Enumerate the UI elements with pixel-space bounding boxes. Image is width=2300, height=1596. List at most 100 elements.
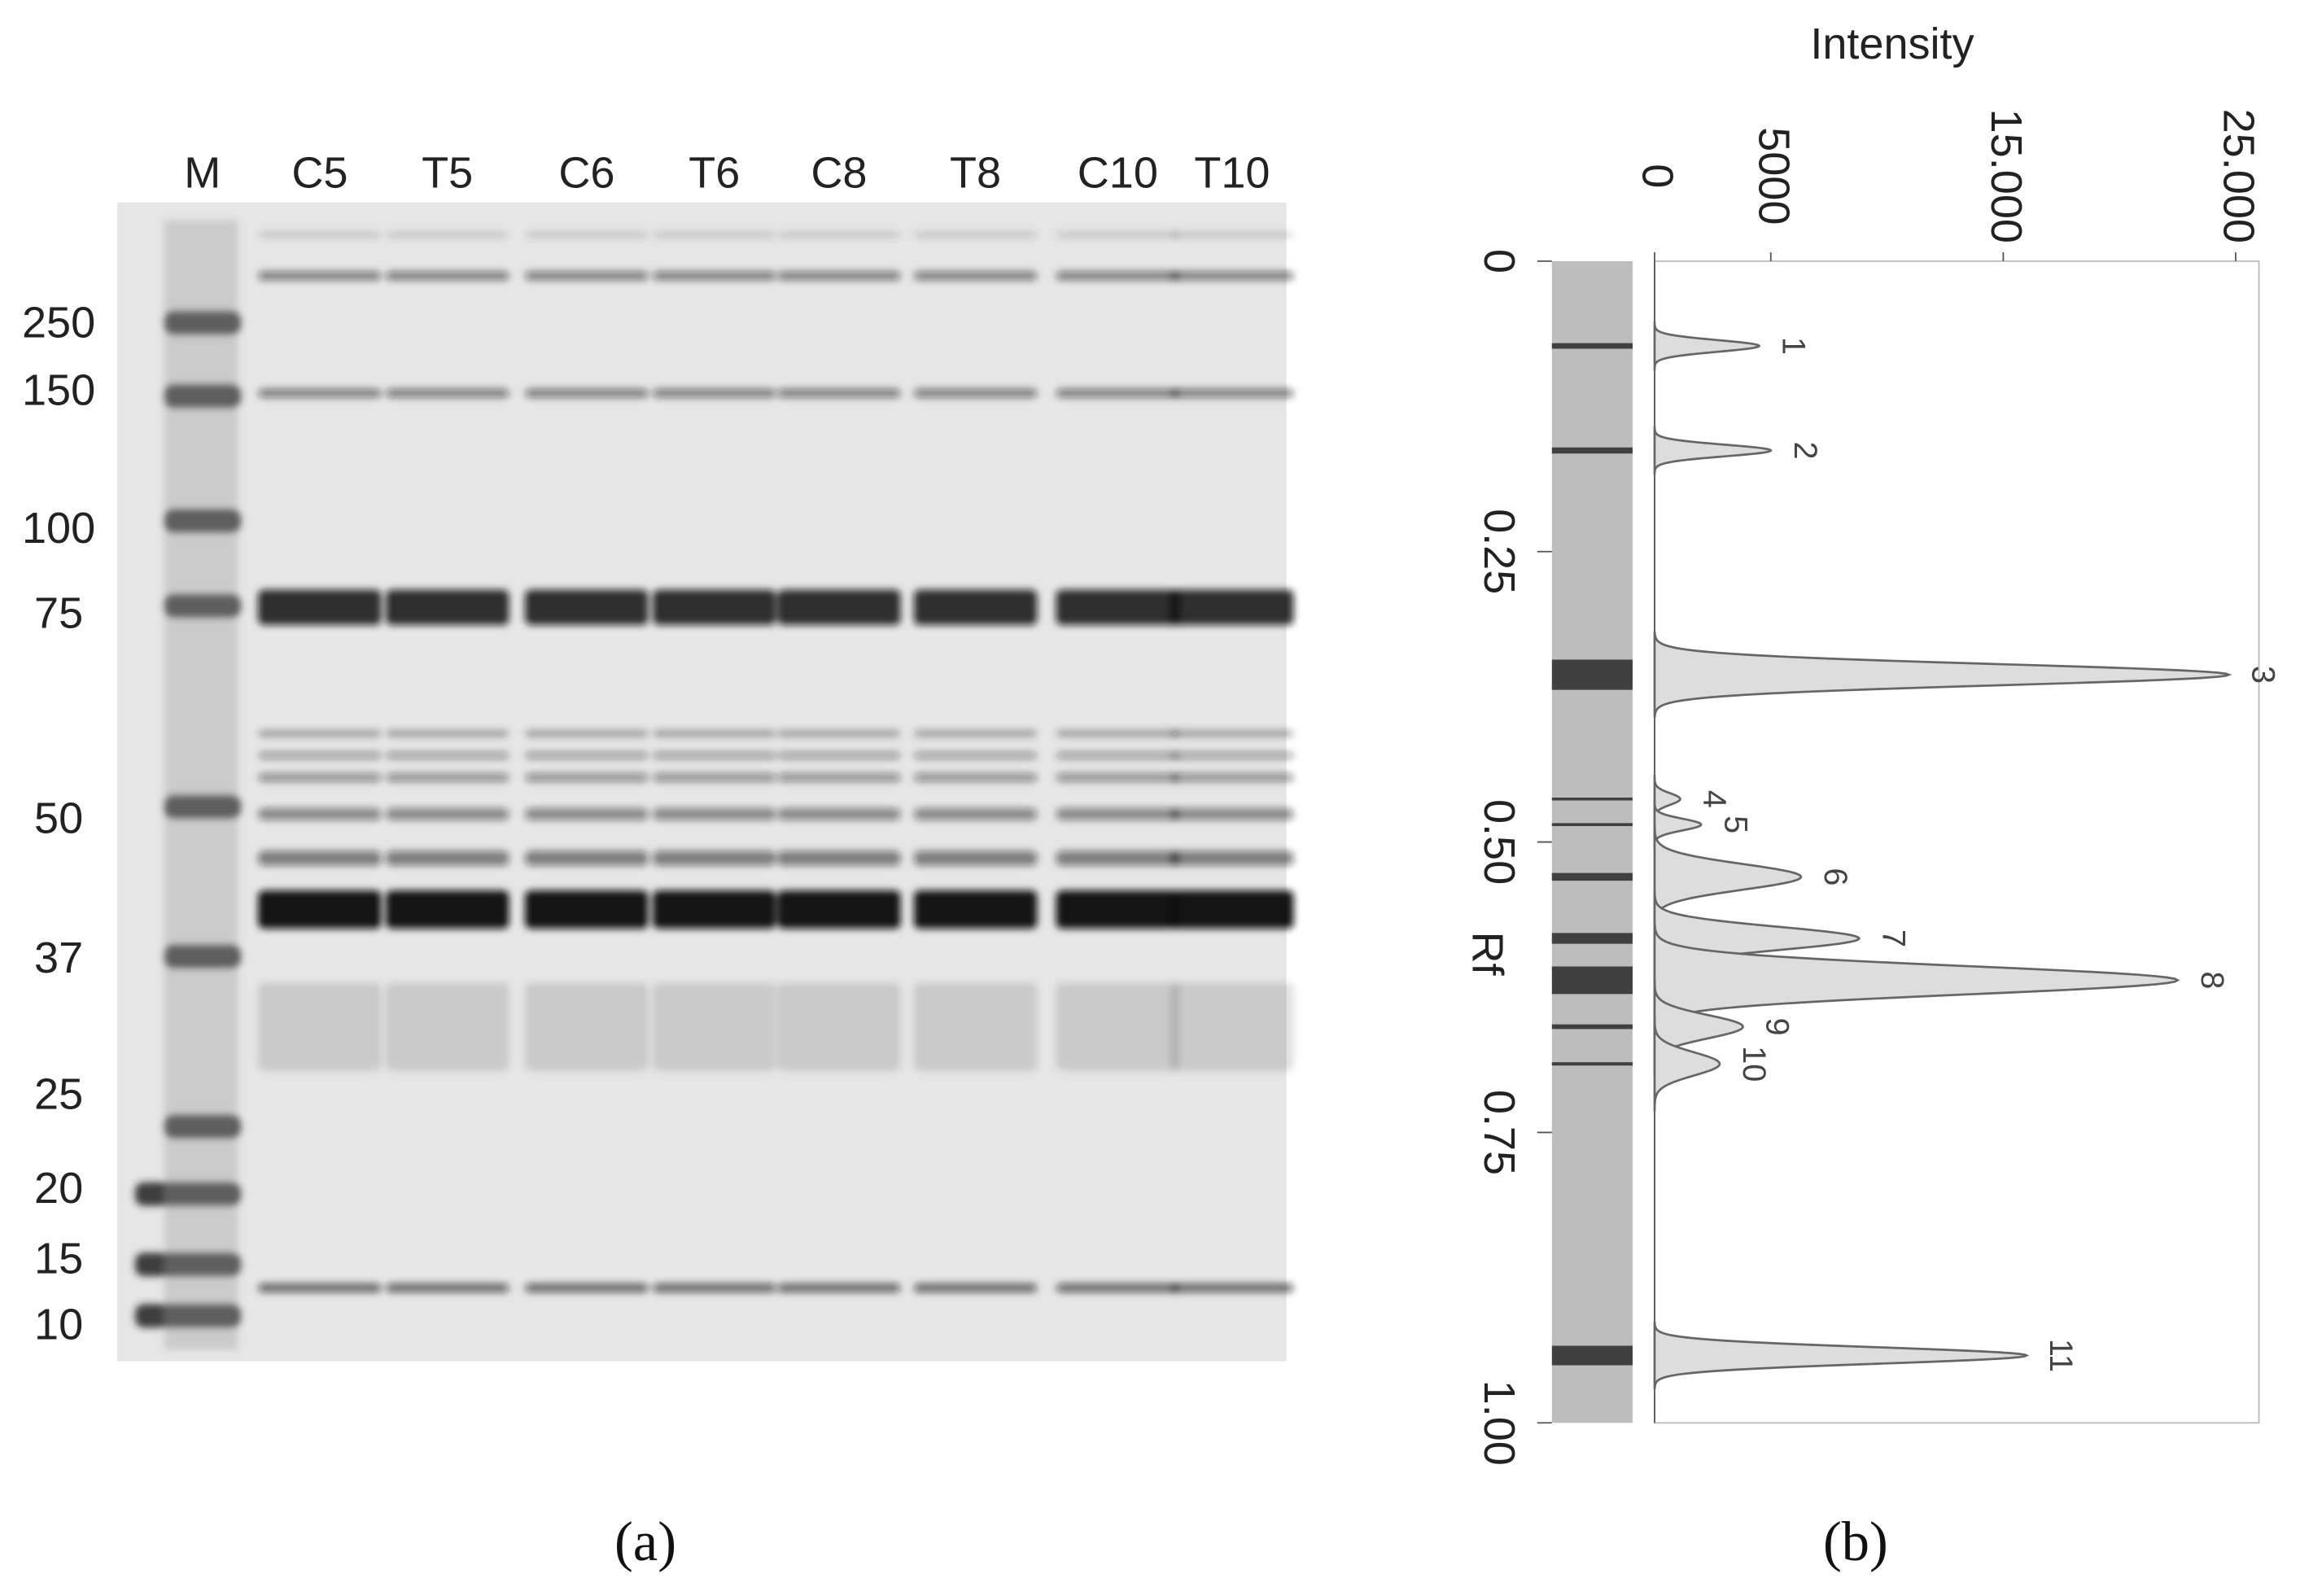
lane-strip	[1551, 260, 1633, 1423]
sample-band	[525, 751, 649, 759]
sample-band	[386, 388, 509, 398]
peak	[1653, 426, 1773, 475]
lane-label: C6	[558, 149, 614, 198]
sample-band	[913, 388, 1038, 398]
y-tick-label: 0	[1633, 164, 1682, 188]
lane-label: T5	[422, 149, 473, 198]
peak	[1653, 1322, 2030, 1389]
mw-label: 250	[22, 298, 95, 347]
sample-band	[777, 751, 901, 759]
x-tick-label: 0.50	[1475, 799, 1524, 885]
sample-band	[386, 1283, 509, 1292]
sample-band	[777, 808, 901, 820]
mw-label: 75	[34, 588, 83, 637]
sample-band	[1056, 1283, 1180, 1292]
sample-band	[653, 890, 776, 929]
peak-label: 8	[2194, 971, 2230, 989]
sample-band	[525, 589, 649, 625]
sample-band	[258, 729, 382, 737]
sample-band	[386, 729, 509, 737]
sample-band	[525, 388, 649, 398]
sample-band	[525, 231, 649, 238]
sample-band	[386, 890, 509, 929]
mw-label: 20	[34, 1164, 83, 1213]
sample-band	[258, 1283, 382, 1292]
sample-band	[258, 772, 382, 782]
sample-band	[258, 388, 382, 398]
sample-band	[1170, 589, 1294, 625]
peak-label: 3	[2245, 666, 2281, 684]
sample-band	[653, 729, 776, 737]
sample-band	[1056, 271, 1180, 281]
sample-band	[777, 1283, 901, 1292]
sample-band	[653, 982, 776, 1071]
lane-label: C5	[291, 149, 348, 198]
sample-band	[258, 589, 382, 625]
peak	[1653, 1016, 1721, 1112]
gel	[117, 202, 1287, 1362]
sample-band	[258, 982, 382, 1071]
sample-band	[386, 850, 509, 866]
sample-band	[777, 890, 901, 929]
sample-band	[913, 890, 1038, 929]
sample-band	[258, 850, 382, 866]
sample-band	[1170, 772, 1294, 782]
peak-label: 1	[1776, 337, 1812, 355]
sample-band	[525, 808, 649, 820]
sample-band	[913, 231, 1038, 238]
sample-band	[386, 271, 509, 281]
peak-label: 5	[1717, 815, 1753, 833]
mw-label: 25	[34, 1069, 83, 1118]
x-tick-label: 0.25	[1475, 509, 1524, 594]
mw-label: 37	[34, 934, 83, 982]
sample-band	[653, 271, 776, 281]
peak-label: 6	[1817, 868, 1853, 885]
sample-band	[913, 751, 1038, 759]
peak	[1653, 321, 1761, 370]
sample-band	[1056, 890, 1180, 929]
sample-band	[1056, 231, 1180, 238]
sample-band	[913, 1283, 1038, 1292]
peak	[1653, 632, 2232, 718]
sample-band	[386, 231, 509, 238]
sample-band	[913, 271, 1038, 281]
sample-band	[1170, 751, 1294, 759]
sample-band	[1170, 850, 1294, 866]
sample-band	[386, 751, 509, 759]
sample-band	[1170, 388, 1294, 398]
sample-band	[913, 850, 1038, 866]
sample-band	[913, 729, 1038, 737]
sample-band	[777, 231, 901, 238]
sample-band	[1056, 388, 1180, 398]
sample-band	[653, 388, 776, 398]
sample-band	[653, 772, 776, 782]
sample-band	[777, 589, 901, 625]
sample-band	[1170, 271, 1294, 281]
peak-label: 10	[1736, 1046, 1772, 1082]
sample-band	[525, 271, 649, 281]
sample-band	[653, 231, 776, 238]
peak-label: 9	[1760, 1018, 1795, 1036]
sample-band	[386, 808, 509, 820]
sample-band	[386, 982, 509, 1071]
sample-band	[777, 388, 901, 398]
sample-band	[258, 231, 382, 238]
mw-label: 150	[22, 365, 95, 414]
caption-b: (b)	[1823, 1511, 1888, 1572]
sample-band	[1170, 231, 1294, 238]
mw-label: 10	[34, 1300, 83, 1349]
lane-label: T8	[950, 149, 1001, 198]
sample-band	[525, 1283, 649, 1292]
sample-band	[653, 589, 776, 625]
sample-band	[525, 982, 649, 1071]
caption-a: (a)	[614, 1511, 676, 1572]
y-tick-label: 5000	[1750, 127, 1799, 225]
axis-label: Rf	[1463, 932, 1512, 977]
sample-band	[913, 982, 1038, 1071]
x-tick-label: 1.00	[1475, 1380, 1524, 1466]
sample-band	[777, 982, 901, 1071]
sample-band	[777, 729, 901, 737]
sample-band	[777, 271, 901, 281]
y-tick-label: 15.000	[1982, 109, 2031, 243]
